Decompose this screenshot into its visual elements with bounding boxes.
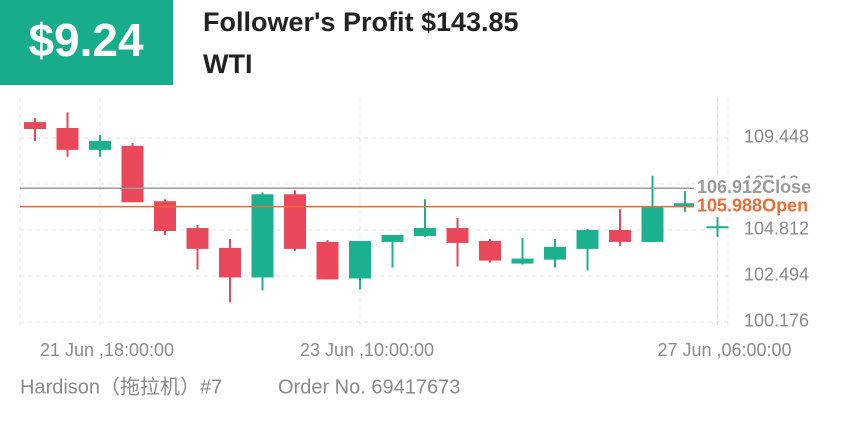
candle-body [706,226,729,229]
candle-body [479,240,501,261]
candle-body [89,140,111,150]
x-tick-label: 27 Jun ,06:00:00 [657,340,791,360]
candle-body [576,230,599,249]
candle-body [56,128,79,150]
reference-label: 106.912Close [697,177,811,197]
candle-body [414,228,436,236]
candle-body [511,258,534,264]
candle-body [349,240,371,279]
candle-body [674,203,696,208]
candle-body [219,247,241,278]
reference-label-bg [694,178,815,199]
profit-badge [0,0,173,85]
candle-body [251,194,274,278]
candle-body [544,246,566,260]
candle-body [154,201,176,232]
reference-label-bg [694,196,812,217]
y-tick-label: 102.494 [744,265,809,285]
candle-body [381,234,404,242]
y-tick-label: 100.176 [744,311,809,331]
candle-body [316,241,339,280]
candle-body [284,194,306,249]
candle-body [186,228,209,249]
y-tick-label: 109.448 [744,127,809,147]
title: Follower's Profit $143.85 [203,7,519,37]
reference-label: 105.988Open [697,195,808,215]
trader: Hardison（拖拉机）#7 [20,375,222,398]
x-tick-label: 23 Jun ,10:00:00 [300,340,434,360]
y-tick-label: 104.812 [744,219,809,239]
candle-body [641,207,664,242]
x-tick-label: 21 Jun ,18:00:00 [40,340,174,360]
candle-body [609,230,631,242]
symbol: WTI [203,49,252,79]
candle-body [121,145,144,203]
badge-value: $9.24 [28,14,144,66]
order-number: Order No. 69417673 [278,376,460,398]
candle-body [24,122,46,130]
candle-body [446,228,469,243]
